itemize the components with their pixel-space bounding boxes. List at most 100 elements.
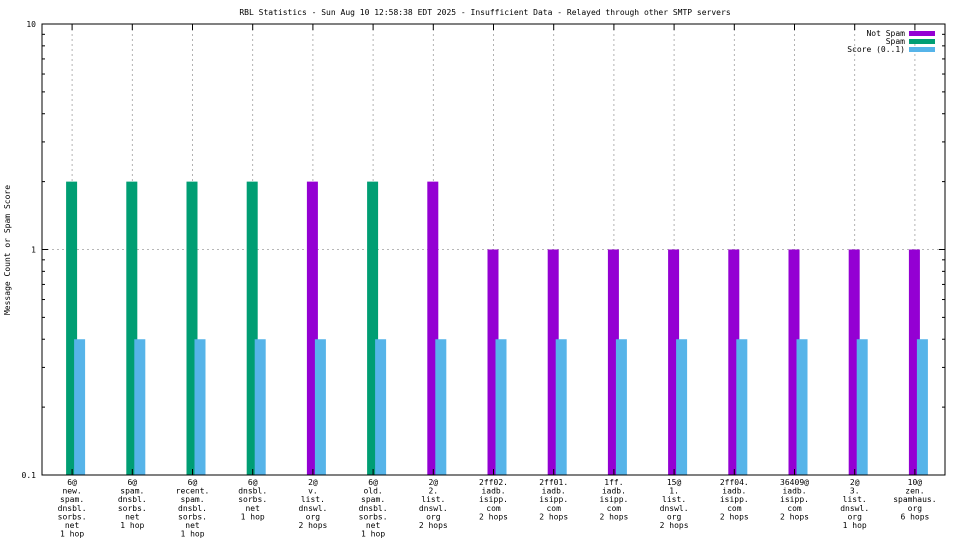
x-tick-label: 6@ new. spam. dnsbl. sorbs. net 1 hop — [58, 478, 87, 539]
x-tick-label-line: spamhaus. — [893, 495, 936, 504]
x-tick-label-line: 10@ — [908, 478, 923, 487]
x-tick-label-line: 1 hop — [241, 512, 265, 521]
x-tick-label-line: 6@ — [127, 478, 137, 487]
bar-score-0-1 — [796, 339, 808, 475]
x-tick-label-line: dnsbl. — [58, 504, 87, 513]
x-tick-label-line: com — [727, 504, 742, 513]
legend-swatch — [909, 47, 935, 52]
x-tick-label-line: sorbs. — [238, 495, 267, 504]
x-tick-label-line: list. — [843, 495, 867, 504]
x-tick-label-line: zen. — [905, 487, 924, 496]
x-tick-label-line: isipp. — [599, 495, 628, 504]
x-tick-label-line: com — [787, 504, 802, 513]
x-tick-label-line: net — [185, 521, 200, 530]
x-tick-label-line: dnsbl. — [359, 504, 388, 513]
bar-score-0-1 — [495, 339, 507, 475]
x-tick-label-line: 2 hops — [599, 512, 628, 521]
x-tick-label-line: 6@ — [67, 478, 77, 487]
bar-spam — [246, 181, 258, 475]
bar-spam — [66, 181, 78, 475]
x-tick-label-line: dnswl. — [298, 504, 327, 513]
x-tick-label: 6@ dnsbl. sorbs. net 1 hop — [238, 478, 267, 521]
x-tick-label-line: sorbs. — [58, 512, 87, 521]
bar-spam — [126, 181, 138, 475]
x-tick-label-line: com — [607, 504, 622, 513]
legend-label: Not Spam — [866, 29, 905, 38]
x-tick-label-line: 2@ — [308, 478, 318, 487]
x-tick-label-line: dnsbl. — [118, 495, 147, 504]
x-tick-label-line: iadb. — [481, 487, 505, 496]
bar-not-spam — [848, 249, 860, 475]
x-tick-label-line: dnsbl. — [238, 487, 267, 496]
x-tick-label-line: 1 hop — [843, 521, 867, 530]
x-tick-label-line: 36409@ — [780, 478, 809, 487]
x-tick-label: 10@ zen. spamhaus. org 6 hops — [893, 478, 936, 521]
x-tick-label-line: 1 hop — [180, 530, 204, 539]
bar-score-0-1 — [134, 339, 146, 475]
x-tick-label-line: sorbs. — [359, 512, 388, 521]
x-tick-label-line: 1ff. — [604, 478, 623, 487]
x-tick-label-line: iadb. — [602, 487, 626, 496]
x-tick-label-line: new. — [62, 487, 81, 496]
bar-score-0-1 — [555, 339, 567, 475]
bar-score-0-1 — [314, 339, 326, 475]
x-tick-label-line: isipp. — [479, 495, 508, 504]
x-tick-label-line: dnswl. — [419, 504, 448, 513]
bar-not-spam — [306, 181, 318, 475]
x-tick-label-line: 1 hop — [60, 530, 84, 539]
bar-score-0-1 — [736, 339, 748, 475]
x-tick-label-line: 2. — [428, 487, 438, 496]
x-tick-label: 2ff04. iadb. isipp. com 2 hops — [720, 478, 749, 521]
bar-score-0-1 — [916, 339, 928, 475]
x-tick-label-line: org — [306, 512, 321, 521]
x-tick-label-line: net — [125, 512, 140, 521]
x-tick-label-line: 2 hops — [660, 521, 689, 530]
x-tick-label: 2@ v. list. dnswl. org 2 hops — [298, 478, 327, 530]
bar-not-spam — [908, 249, 920, 475]
bar-not-spam — [788, 249, 800, 475]
x-tick-label: 15@ 1. list. dnswl. org 2 hops — [660, 478, 689, 530]
x-tick-label-line: isipp. — [539, 495, 568, 504]
x-tick-label-line: 15@ — [667, 478, 682, 487]
legend-swatch — [909, 31, 935, 36]
x-tick-label-line: spam. — [361, 495, 385, 504]
x-tick-label-line: 2ff04. — [720, 478, 749, 487]
x-tick-label-line: dnswl. — [660, 504, 689, 513]
x-tick-label-line: iadb. — [782, 487, 806, 496]
x-tick-label-line: org — [908, 504, 923, 513]
bar-not-spam — [427, 181, 439, 475]
x-tick-label-line: com — [546, 504, 561, 513]
x-tick-label-line: 2 hops — [298, 521, 327, 530]
x-tick-label-line: dnswl. — [840, 504, 869, 513]
bar-score-0-1 — [254, 339, 266, 475]
x-tick-label-line: list. — [421, 495, 445, 504]
x-tick-label-line: isipp. — [720, 495, 749, 504]
x-tick-label: 2ff02. iadb. isipp. com 2 hops — [479, 478, 508, 521]
x-tick-label-line: 6@ — [368, 478, 378, 487]
x-tick-label-line: list. — [662, 495, 686, 504]
x-tick-label: 6@ spam. dnsbl. sorbs. net 1 hop — [118, 478, 147, 530]
bar-spam — [367, 181, 379, 475]
x-tick-label-line: net — [366, 521, 381, 530]
x-tick-label-line: list. — [301, 495, 325, 504]
x-tick-label-line: spam. — [60, 495, 84, 504]
legend-label: Spam — [886, 37, 905, 46]
x-tick-label: 1ff. iadb. isipp. com 2 hops — [599, 478, 628, 521]
bar-score-0-1 — [375, 339, 387, 475]
bar-score-0-1 — [194, 339, 206, 475]
y-tick-label: 0.1 — [22, 471, 37, 480]
legend-label: Score (0..1) — [847, 45, 905, 54]
bar-not-spam — [728, 249, 740, 475]
x-tick-label: 2@ 3. list. dnswl. org 1 hop — [840, 478, 869, 530]
x-tick-label: 2ff01. iadb. isipp. com 2 hops — [539, 478, 568, 521]
x-tick-label-line: 2 hops — [419, 521, 448, 530]
x-tick-label: 36409@ iadb. isipp. com 2 hops — [780, 478, 809, 521]
legend-swatch — [909, 39, 935, 44]
x-tick-label-line: 1 hop — [361, 530, 385, 539]
x-tick-label-line: sorbs. — [118, 504, 147, 513]
x-tick-label-line: 2 hops — [539, 512, 568, 521]
x-tick-label-line: 6 hops — [900, 512, 929, 521]
x-tick-label-line: iadb. — [722, 487, 746, 496]
x-tick-label-line: 2ff01. — [539, 478, 568, 487]
